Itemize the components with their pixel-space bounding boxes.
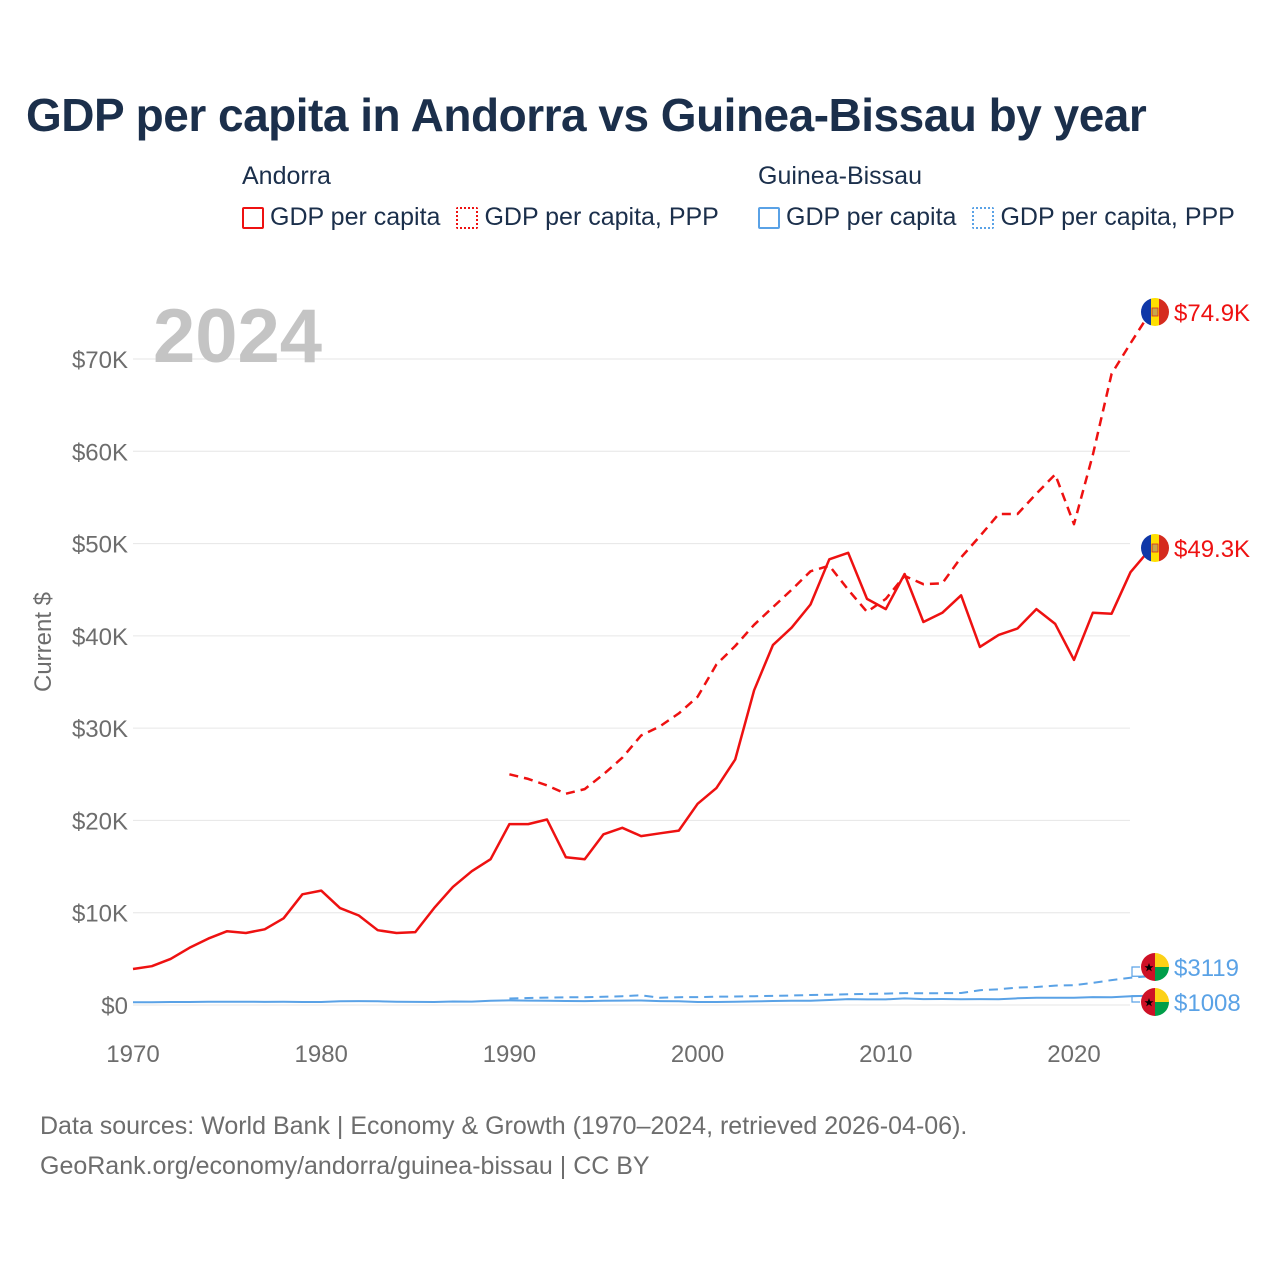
legend-guinea-bissau: Guinea-Bissau GDP per capita GDP per cap… (758, 162, 1235, 232)
legend-item-guinea-bissau-gdp[interactable]: GDP per capita (758, 203, 956, 232)
label-leader (1131, 995, 1150, 1003)
y-axis-label: Current $ (30, 592, 57, 692)
end-value-label: $49.3K (1174, 536, 1250, 563)
x-tick-label: 2000 (671, 1041, 724, 1068)
y-tick-label: $10K (72, 901, 128, 928)
x-tick-label: 1980 (295, 1041, 348, 1068)
x-tick-label: 2020 (1047, 1041, 1100, 1068)
legend-country-andorra: Andorra (242, 162, 331, 190)
legend-item-andorra-ppp[interactable]: GDP per capita, PPP (456, 203, 719, 232)
end-value-label: $3119 (1174, 955, 1239, 982)
legend-label: GDP per capita, PPP (1000, 203, 1235, 231)
legend-swatch-solid-red (242, 206, 264, 229)
x-tick-label: 2010 (859, 1041, 912, 1068)
x-tick-label: 1990 (483, 1041, 536, 1068)
legend-swatch-dotted-red (456, 206, 479, 229)
y-tick-label: $40K (72, 624, 128, 651)
andorra-flag-icon (1141, 534, 1169, 562)
footer-source: Data sources: World Bank | Economy & Gro… (40, 1106, 967, 1186)
chart-title: GDP per capita in Andorra vs Guinea-Biss… (26, 89, 1147, 141)
x-tick-label: 1970 (106, 1041, 159, 1068)
y-tick-label: $20K (72, 808, 128, 835)
series-line-andorra-gdp[interactable] (132, 549, 1151, 971)
end-value-label: $1008 (1174, 990, 1241, 1017)
series-line-andorra-ppp[interactable] (509, 313, 1151, 795)
legend-label: GDP per capita (786, 203, 957, 231)
y-tick-label: $70K (72, 347, 128, 374)
legend-country-guinea-bissau: Guinea-Bissau (758, 162, 922, 190)
end-value-label: $74.9K (1174, 300, 1250, 327)
footer-line-link[interactable]: GeoRank.org/economy/andorra/guinea-bissa… (40, 1152, 650, 1180)
andorra-flag-icon (1141, 298, 1169, 326)
legend-label: GDP per capita, PPP (484, 203, 719, 231)
legend-item-guinea-bissau-ppp[interactable]: GDP per capita, PPP (972, 203, 1235, 232)
legend-item-andorra-gdp[interactable]: GDP per capita (242, 203, 440, 232)
series-line-guinea_bissau-gdp[interactable] (133, 994, 1150, 1004)
guinea-bissau-flag-icon (1141, 953, 1169, 981)
y-tick-label: $30K (72, 716, 128, 743)
y-tick-label: $60K (72, 439, 128, 466)
footer-line-sources: Data sources: World Bank | Economy & Gro… (40, 1112, 968, 1140)
label-leader (1131, 966, 1150, 977)
y-tick-label: $50K (72, 532, 128, 559)
series-line-guinea_bissau-ppp[interactable] (509, 975, 1150, 1000)
legend-andorra: Andorra GDP per capita GDP per capita, P… (242, 162, 719, 232)
legend-swatch-dotted-blue (972, 206, 995, 229)
y-tick-label: $0 (101, 993, 128, 1020)
legend-label: GDP per capita (270, 203, 441, 231)
legend-swatch-solid-blue (758, 206, 780, 229)
guinea-bissau-flag-icon (1141, 988, 1169, 1016)
year-watermark: 2024 (153, 294, 322, 379)
